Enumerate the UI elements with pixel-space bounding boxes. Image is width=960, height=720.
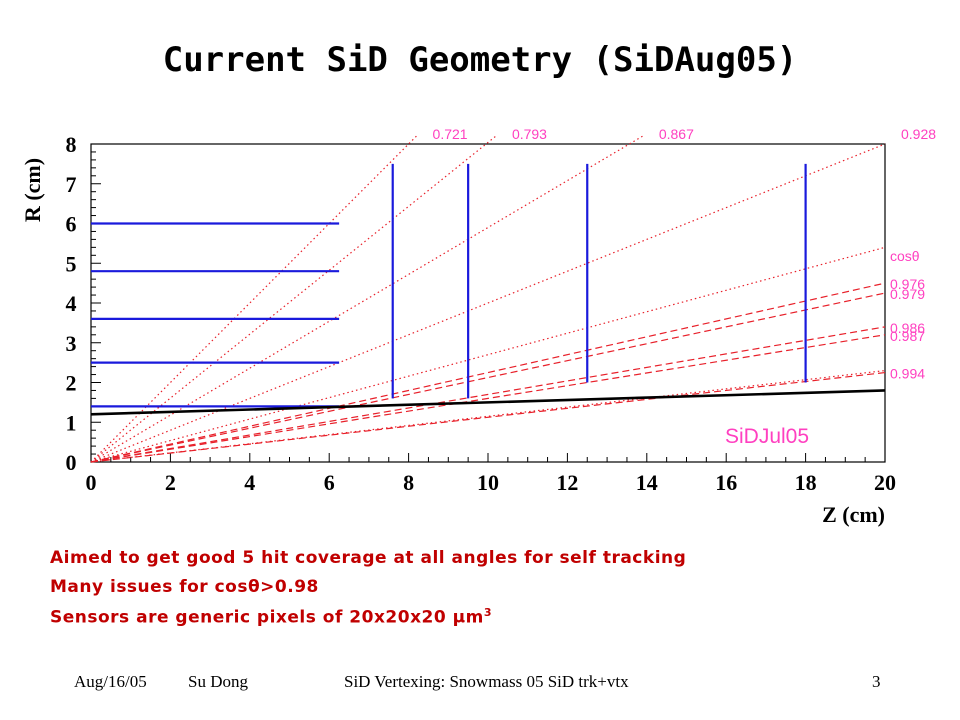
angle-line [90,369,886,463]
cos-theta-label: 0.979 [890,286,925,302]
x-tick-label: 10 [477,470,499,495]
bullet-2: Many issues for cosθ>0.98 [50,577,319,597]
footer-page-number: 3 [872,672,881,691]
bullet-2-text: Many issues for cos [50,577,248,597]
bullet-2-symbol: θ [247,577,261,597]
bullet-3-text: Sensors are generic pixels of 20x20x20 [50,607,453,628]
x-tick-label: 12 [556,470,578,495]
bullet-1-text: Aimed to get good 5 hit coverage at all … [50,548,687,568]
bullet-3-symbol: μ [452,607,466,628]
cos-theta-label: 0.867 [659,126,694,142]
angle-line [90,143,886,463]
x-tick-label: 8 [403,470,414,495]
x-tick-label: 20 [874,470,896,495]
y-tick-label: 3 [66,331,77,356]
bullet-3-superscript: 3 [483,606,492,619]
model-label: SiDJul05 [725,425,809,448]
cos-theta-header: cosθ [890,248,920,264]
bullet-1: Aimed to get good 5 hit coverage at all … [50,548,686,568]
y-tick-label: 0 [66,450,77,475]
x-tick-label: 18 [795,470,817,495]
x-tick-label: 14 [636,470,658,495]
angle-line [90,334,886,463]
angle-line [90,371,886,463]
angle-line [90,135,417,463]
cos-theta-label: 0.793 [512,126,547,142]
slide-title: Current SiD Geometry (SiDAug05) [162,40,798,80]
cos-theta-label: 0.994 [890,366,925,382]
footer-date: Aug/16/05 [74,672,147,691]
angle-line [90,282,886,463]
y-tick-label: 5 [66,251,77,276]
angle-line [90,292,886,463]
cos-theta-label: 0.721 [433,126,468,142]
cos-theta-label: 0.987 [890,328,925,344]
angle-line [90,326,886,463]
footer-author: Su Dong [188,672,248,691]
cos-theta-label: 0.986 [890,320,925,336]
footer-talk-title: SiD Vertexing: Snowmass 05 SiD trk+vtx [344,672,629,691]
bullet-2-text-end: >0.98 [260,577,319,597]
bullet-3: Sensors are generic pixels of 20x20x20 μ… [50,606,492,628]
cos-theta-label: 0.976 [890,276,925,292]
cos-theta-label: 0.928 [901,126,936,142]
x-tick-label: 0 [86,470,97,495]
y-axis-label: R (cm) [20,158,45,222]
y-tick-label: 1 [66,410,77,435]
angle-line [90,135,644,463]
x-tick-label: 4 [244,470,255,495]
x-tick-label: 16 [715,470,737,495]
y-tick-label: 2 [66,371,77,396]
x-axis-label: Z (cm) [822,502,885,527]
angle-line [90,246,886,463]
bullet-3-text-end: m [465,607,484,628]
x-tick-label: 2 [165,470,176,495]
angle-line [90,135,497,463]
y-tick-label: 4 [66,291,77,316]
beampipe-line [90,389,886,416]
y-tick-label: 8 [66,132,77,157]
x-tick-label: 6 [324,470,335,495]
y-tick-label: 7 [66,172,77,197]
y-tick-label: 6 [66,212,77,237]
